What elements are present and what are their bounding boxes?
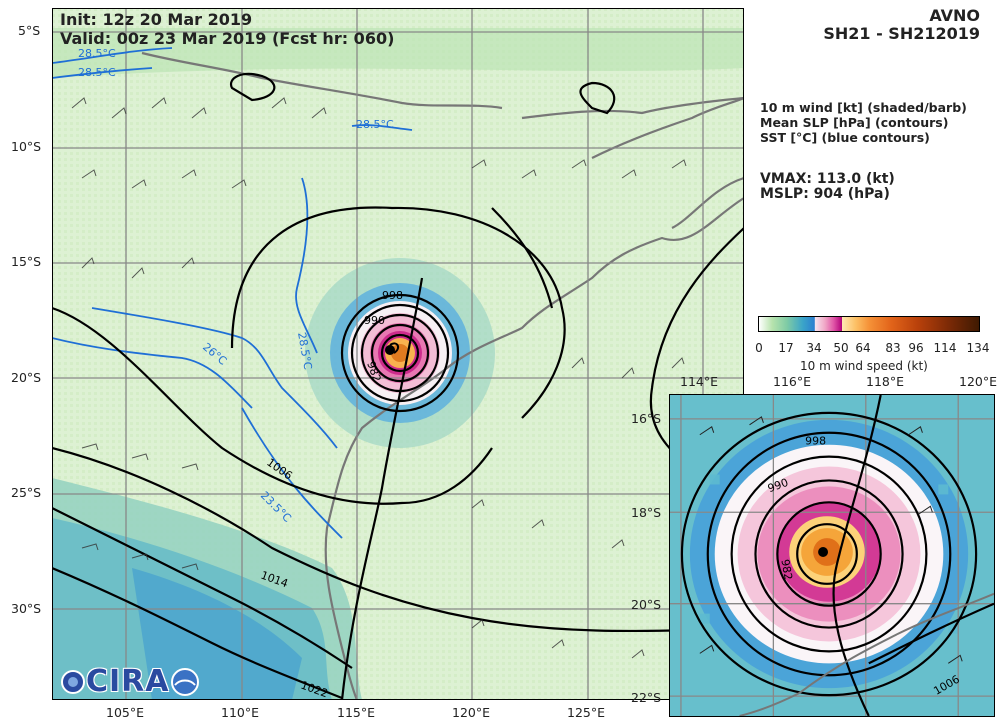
cbar-tick-114: 114 <box>933 341 957 355</box>
inset-wind-barbs <box>699 416 963 664</box>
legend-slp: Mean SLP [hPa] (contours) <box>760 115 949 130</box>
lat-label-5s: 5°S <box>18 23 41 38</box>
cyclone-wind-shading <box>305 258 495 448</box>
lon-label-120e: 120°E <box>452 705 491 720</box>
cbar-tick-83: 83 <box>885 341 901 355</box>
sst-contours <box>52 47 413 539</box>
lon-label-105e: 105°E <box>106 705 145 720</box>
inset-lon-120e: 120°E <box>959 374 998 389</box>
storm-id: SH21 - SH212019 <box>823 24 980 43</box>
inset-lon-114e: 114°E <box>680 374 719 389</box>
inset-lon-116e: 116°E <box>773 374 812 389</box>
cira-logo-text: CIRA <box>86 664 170 699</box>
slp-contours <box>52 72 744 700</box>
cyclone-center-symbol <box>385 342 400 355</box>
lat-label-15s: 15°S <box>11 254 42 269</box>
inset-map: 998 990 982 1006 <box>669 394 995 717</box>
wind-speed-colorbar <box>758 316 980 332</box>
init-time: Init: 12z 20 Mar 2019 <box>60 10 253 29</box>
lon-label-115e: 115°E <box>337 705 376 720</box>
cbar-tick-134: 134 <box>966 341 990 355</box>
sst-label-1: 28.5°C <box>78 47 116 60</box>
colorbar-title: 10 m wind speed (kt) <box>800 359 928 373</box>
lat-label-10s: 10°S <box>11 139 42 154</box>
sst-label-3: 28.5°C <box>356 118 394 131</box>
slp-label-998: 998 <box>382 289 403 302</box>
cbar-tick-17: 17 <box>778 341 794 355</box>
cbar-tick-34: 34 <box>806 341 822 355</box>
inset-slp-contours <box>680 395 994 716</box>
cbar-tick-96: 96 <box>908 341 924 355</box>
inset-lat-16s: 16°S <box>631 411 662 426</box>
inset-lat-20s: 20°S <box>631 597 662 612</box>
inset-lat-18s: 18°S <box>631 505 662 520</box>
cira-logo: CIRA <box>60 664 200 699</box>
cbar-tick-64: 64 <box>855 341 871 355</box>
lat-label-20s: 20°S <box>11 370 42 385</box>
lon-label-110e: 110°E <box>221 705 260 720</box>
wind-barbs <box>71 97 687 659</box>
sst-label-5: 28.5°C <box>295 331 314 371</box>
inset-lon-118e: 118°E <box>866 374 905 389</box>
legend-wind: 10 m wind [kt] (shaded/barb) <box>760 100 967 115</box>
legend-sst: SST [°C] (blue contours) <box>760 130 930 145</box>
cbar-tick-0: 0 <box>755 341 763 355</box>
inset-cyclone-center-symbol <box>818 547 829 557</box>
sst-label-2: 28.5°C <box>78 66 116 79</box>
valid-time: Valid: 00z 23 Mar 2019 (Fcst hr: 060) <box>60 29 395 48</box>
lon-label-125e: 125°E <box>567 705 606 720</box>
cbar-tick-50: 50 <box>833 341 849 355</box>
inset-coastline <box>739 592 994 716</box>
vmax-readout: VMAX: 113.0 (kt) <box>760 171 895 187</box>
main-map: 998 990 982 1006 1014 1022 28.5°C 28.5°C… <box>52 8 744 700</box>
inset-slp-label-998: 998 <box>805 435 826 448</box>
inset-lat-22s: 22°S <box>631 690 662 705</box>
slp-label-990: 990 <box>364 314 385 327</box>
mslp-readout: MSLP: 904 (hPa) <box>760 186 890 202</box>
lat-label-25s: 25°S <box>11 485 42 500</box>
csu-logo-icon <box>170 667 199 696</box>
lat-label-30s: 30°S <box>11 601 42 616</box>
model-name: AVNO <box>929 6 980 25</box>
cira-globe-icon <box>61 669 85 694</box>
inset-slp-label-982: 982 <box>778 558 794 581</box>
